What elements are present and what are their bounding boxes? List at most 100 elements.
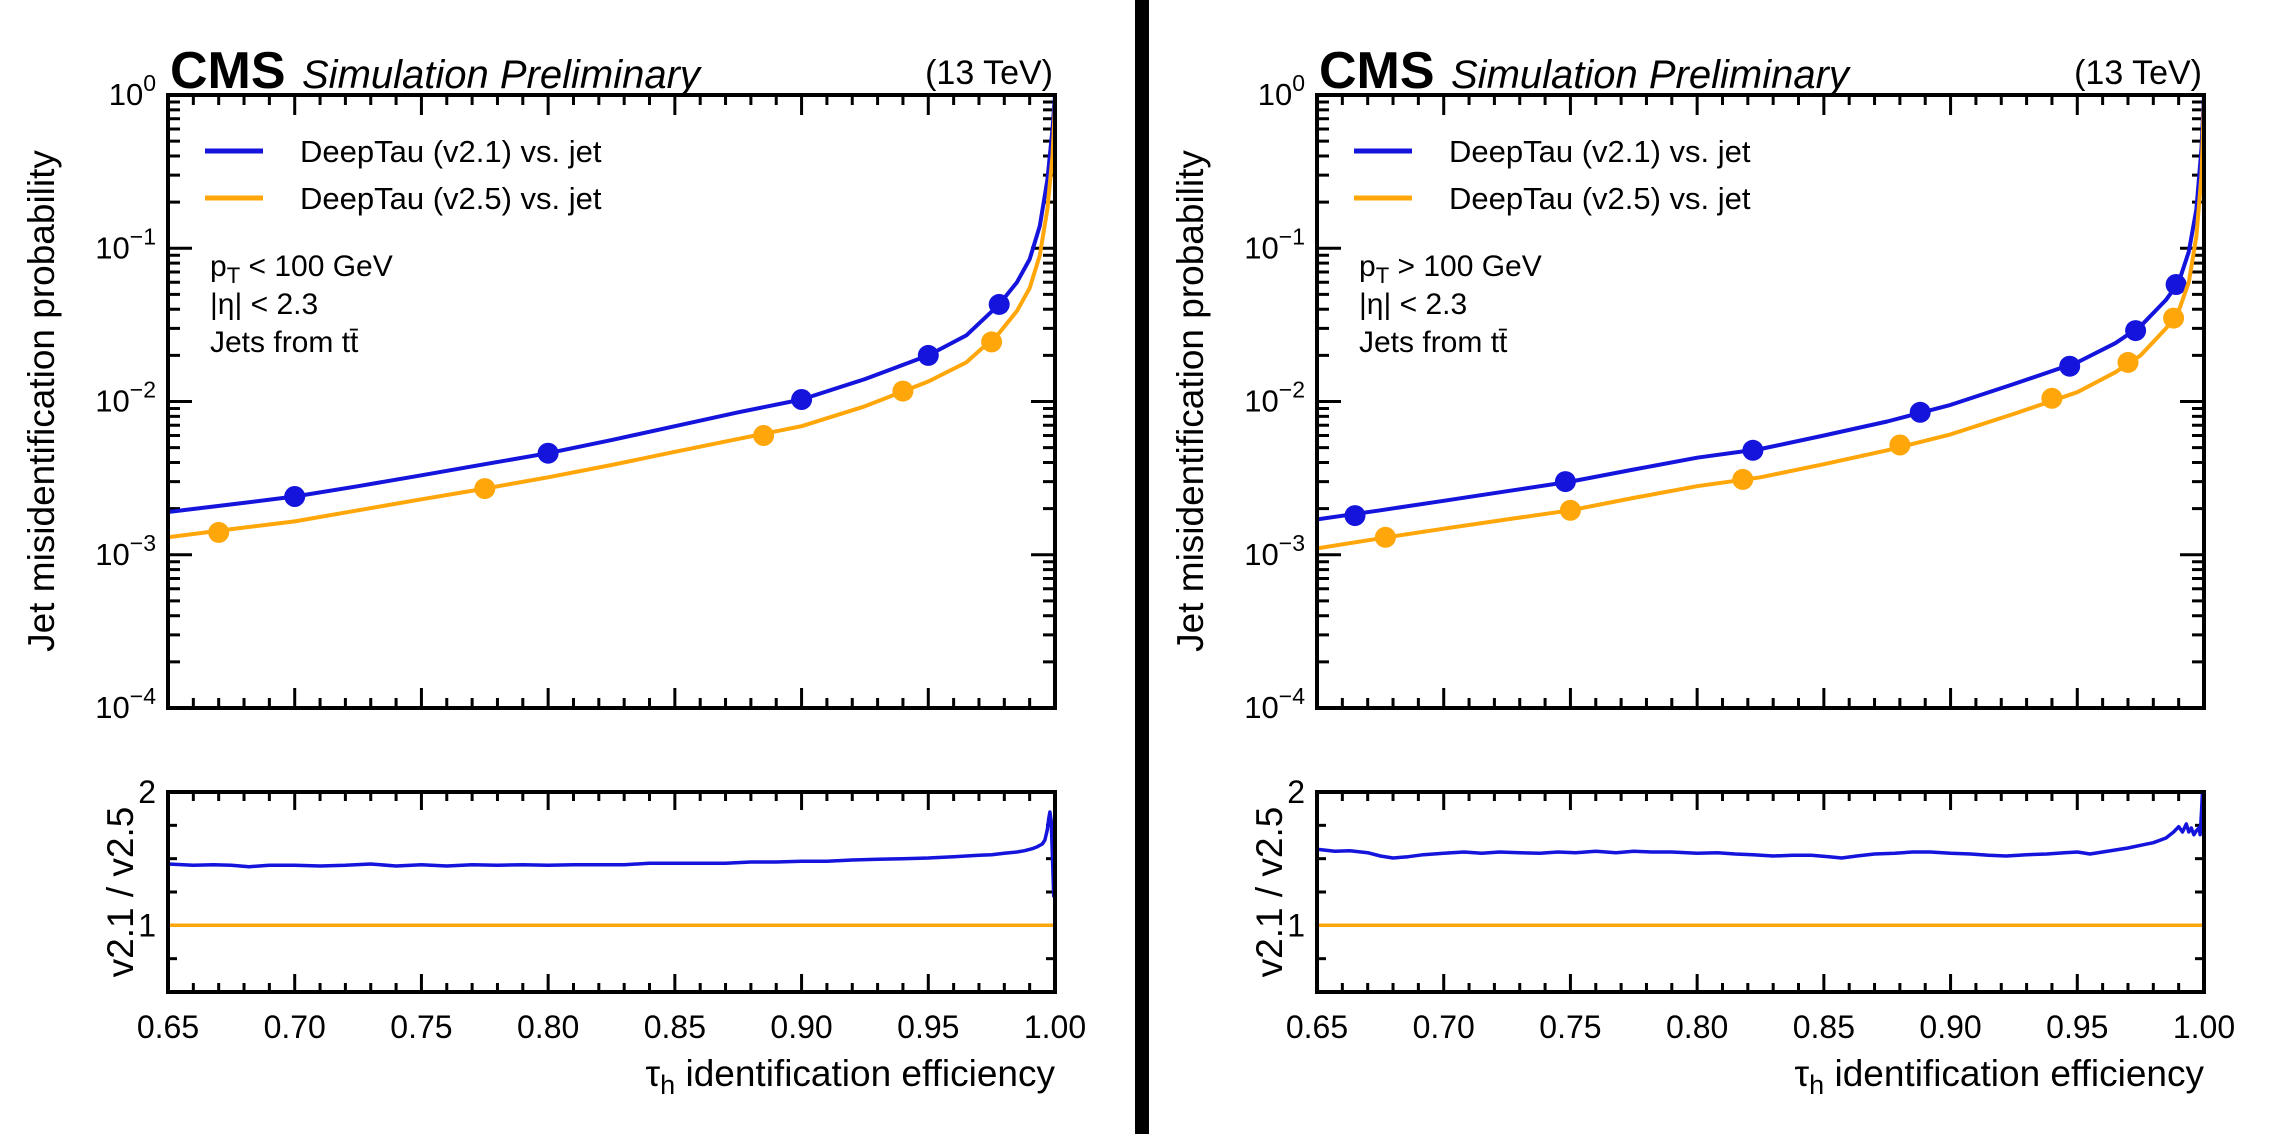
x-tick-label: 1.00: [2173, 1009, 2235, 1045]
x-tick-label: 0.65: [1286, 1009, 1348, 1045]
working-point-marker-v2-5: [981, 331, 1003, 353]
jet-source-label: Jets from tt̄: [1359, 326, 1508, 359]
working-point-marker-v2-1: [284, 486, 306, 507]
main-panel-curves: [1317, 95, 2204, 551]
working-point-marker-v2-5: [2117, 351, 2139, 373]
ratio-panel-frame: [166, 790, 1057, 994]
text-part: τ: [1795, 1053, 1810, 1094]
text-part: 10: [95, 230, 129, 265]
working-point-marker-v2-5: [2163, 307, 2185, 329]
series-line-v2-1: [1317, 95, 2204, 522]
axis-ticks: [1315, 93, 2206, 992]
text-part: 10: [95, 690, 129, 725]
text-part: identification efficiency: [675, 1053, 1055, 1094]
x-tick-label: 0.90: [1919, 1009, 1981, 1045]
working-point-marker-v2-5: [753, 425, 775, 446]
y-tick-label: 10−4: [1244, 683, 1305, 725]
text-part: < 100 GeV: [240, 250, 393, 283]
figure-pt-below-100: CMS Simulation Preliminary (13 TeV) DeepTau…: [21, 42, 1086, 1100]
legend-label: DeepTau (v2.1) vs. jet: [1449, 134, 1751, 169]
text-part: > 100 GeV: [1389, 250, 1542, 283]
eta-selection-label: |η| < 2.3: [1359, 288, 1467, 321]
y-tick-label: 10−1: [95, 223, 156, 265]
panel-divider: [1135, 0, 1149, 1134]
x-tick-label: 0.90: [770, 1009, 832, 1045]
y-tick-label: 10−1: [1244, 223, 1305, 265]
text-part: −3: [130, 530, 156, 556]
legend-label: DeepTau (v2.5) vs. jet: [300, 181, 602, 216]
working-point-marker-v2-1: [917, 344, 939, 366]
text-part: −3: [1279, 530, 1305, 556]
legend-label: DeepTau (v2.1) vs. jet: [300, 134, 602, 169]
ratio-panel-curves: [1317, 792, 2204, 928]
working-point-marker-v2-1: [1909, 401, 1931, 423]
jet-source-label: Jets from tt̄: [210, 326, 359, 359]
cms-logo-label: CMS: [170, 42, 286, 100]
text-part: 10: [1244, 537, 1278, 572]
pt-selection-label: pT > 100 GeV: [1359, 250, 1542, 288]
text-part: h: [660, 1070, 675, 1100]
working-point-marker-v2-1: [1742, 439, 1764, 461]
ratio-tick-label: 1: [138, 907, 156, 943]
text-part: p: [210, 250, 227, 283]
y-tick-label: 100: [109, 70, 156, 112]
working-point-marker-v2-1: [2059, 355, 2081, 377]
x-tick-label: 0.80: [1666, 1009, 1728, 1045]
text-part: identification efficiency: [1824, 1053, 2204, 1094]
working-point-marker-v2-5: [1374, 526, 1396, 548]
y-tick-label: 10−3: [1244, 530, 1305, 572]
main-panel-curves: [168, 95, 1055, 543]
ratio-tick-label: 2: [138, 774, 156, 810]
x-tick-label: 0.80: [517, 1009, 579, 1045]
energy-label: (13 TeV): [2074, 54, 2202, 92]
working-point-marker-v2-5: [1732, 468, 1754, 490]
x-tick-label: 1.00: [1024, 1009, 1086, 1045]
legend-item: DeepTau (v2.1) vs. jet: [205, 134, 602, 169]
ratio-tick-label: 2: [1287, 774, 1305, 810]
y-axis-title: Jet misidentification probability: [21, 150, 62, 652]
text-part: T: [227, 263, 240, 288]
text-part: −4: [1279, 683, 1305, 709]
legend-label: DeepTau (v2.5) vs. jet: [1449, 181, 1751, 216]
energy-label: (13 TeV): [925, 54, 1053, 92]
y-tick-label: 10−2: [95, 377, 156, 419]
legend: DeepTau (v2.1) vs. jet DeepTau (v2.5) vs.…: [205, 134, 602, 216]
text-part: −2: [130, 377, 156, 403]
working-point-marker-v2-5: [208, 521, 230, 543]
y-tick-label: 10−3: [95, 530, 156, 572]
legend-item: DeepTau (v2.5) vs. jet: [205, 181, 602, 216]
main-panel-frame: [166, 93, 1057, 710]
working-point-marker-v2-1: [537, 442, 559, 464]
x-axis-title: τh identification efficiency: [1795, 1053, 2205, 1100]
legend: DeepTau (v2.1) vs. jet DeepTau (v2.5) vs.…: [1354, 134, 1751, 216]
x-tick-label: 0.95: [897, 1009, 959, 1045]
y-tick-label: 100: [1258, 70, 1305, 112]
cms-logo-label: CMS: [1319, 42, 1435, 100]
text-part: −4: [130, 683, 156, 709]
simulation-preliminary-label: Simulation Preliminary: [1451, 53, 1852, 97]
working-point-marker-v2-5: [1559, 499, 1581, 521]
y-tick-label: 10−4: [95, 683, 156, 725]
text-part: 10: [1258, 77, 1292, 112]
ratio-panel-curves: [168, 810, 1055, 928]
x-tick-label: 0.75: [390, 1009, 452, 1045]
text-part: −1: [1279, 223, 1305, 249]
text-part: 10: [109, 77, 143, 112]
legend-item: DeepTau (v2.1) vs. jet: [1354, 134, 1751, 169]
text-part: −1: [130, 223, 156, 249]
text-part: 10: [1244, 690, 1278, 725]
y-tick-label: 10−2: [1244, 377, 1305, 419]
ratio-axis-title: v2.1 / v2.5: [1249, 807, 1290, 978]
ratio-tick-label: 1: [1287, 907, 1305, 943]
simulation-preliminary-label: Simulation Preliminary: [302, 53, 703, 97]
working-point-marker-v2-1: [988, 293, 1010, 315]
text-part: 10: [95, 384, 129, 419]
text-part: 10: [1244, 230, 1278, 265]
x-tick-label: 0.75: [1539, 1009, 1601, 1045]
series-line-v2-5: [1317, 101, 2204, 551]
y-axis-title: Jet misidentification probability: [1170, 150, 1211, 652]
x-axis-title: τh identification efficiency: [646, 1053, 1056, 1100]
working-point-marker-v2-5: [474, 478, 496, 500]
figure-pt-above-100: CMS Simulation Preliminary (13 TeV) DeepTau…: [1170, 42, 2235, 1100]
